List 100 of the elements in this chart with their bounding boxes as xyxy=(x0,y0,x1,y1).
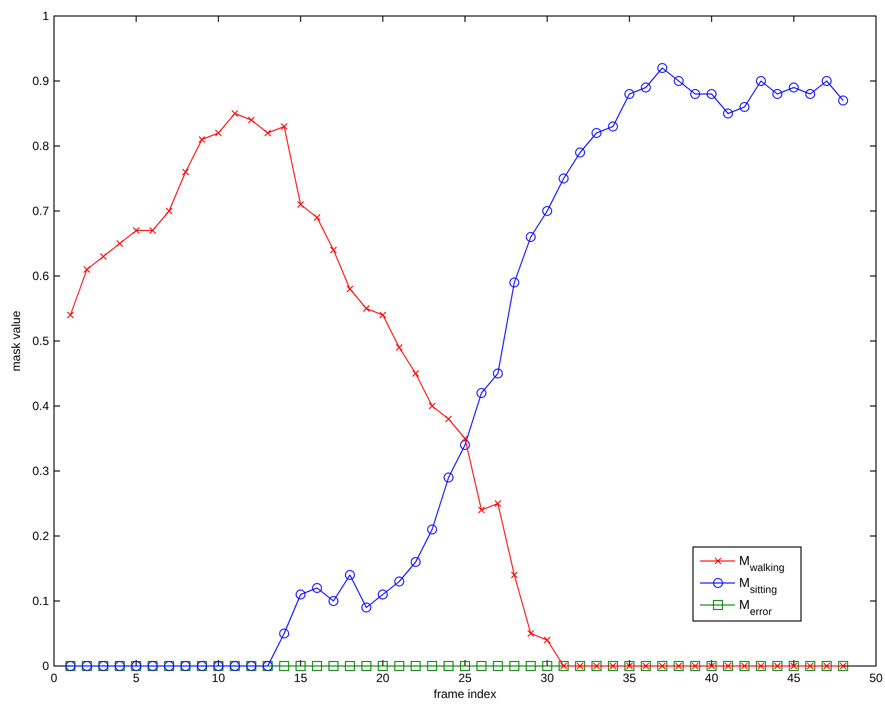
point xyxy=(838,96,848,106)
point xyxy=(510,572,518,578)
point xyxy=(379,312,386,318)
point xyxy=(279,628,290,638)
point xyxy=(544,636,551,644)
y-tick-label: 0.6 xyxy=(32,269,50,283)
point xyxy=(476,661,486,671)
point xyxy=(542,206,552,216)
point xyxy=(527,630,534,637)
point xyxy=(444,472,454,482)
point xyxy=(558,174,569,184)
point xyxy=(526,232,536,242)
point xyxy=(509,661,520,671)
point xyxy=(296,661,306,671)
point xyxy=(394,661,404,671)
point xyxy=(344,570,355,580)
point xyxy=(100,253,107,260)
x-tick-label: 45 xyxy=(787,671,801,685)
point xyxy=(542,661,552,671)
point xyxy=(280,123,288,130)
point xyxy=(231,110,238,117)
point xyxy=(330,246,337,254)
point xyxy=(706,89,717,99)
point xyxy=(509,278,520,288)
x-tick-label: 35 xyxy=(622,671,636,685)
point xyxy=(427,524,438,534)
legend-label: M$_{error}$ xyxy=(739,597,772,618)
y-tick-label: 0.2 xyxy=(32,529,50,543)
point xyxy=(822,76,832,86)
point xyxy=(182,168,190,176)
point xyxy=(690,89,700,99)
x-tick-label: 5 xyxy=(132,671,140,685)
point xyxy=(492,661,503,671)
y-tick-label: 0.4 xyxy=(32,399,50,413)
y-tick-label: 0.8 xyxy=(32,139,50,153)
x-tick-label: 40 xyxy=(704,671,719,685)
point xyxy=(264,130,272,136)
point xyxy=(410,557,421,567)
point xyxy=(478,506,485,514)
x-tick-label: 0 xyxy=(50,671,58,685)
x-axis-title: frame index xyxy=(434,687,496,701)
point xyxy=(788,82,799,92)
legend-label: M$_{walking}$ xyxy=(739,553,785,574)
point xyxy=(279,661,290,671)
point xyxy=(83,266,90,273)
point xyxy=(772,89,782,99)
point xyxy=(624,89,634,99)
point xyxy=(328,661,338,671)
point xyxy=(575,148,586,158)
point xyxy=(328,596,338,606)
point xyxy=(412,370,420,377)
point xyxy=(494,500,502,507)
point xyxy=(723,108,734,118)
point xyxy=(674,76,684,86)
point xyxy=(312,583,322,593)
point xyxy=(526,661,536,671)
x-tick-label: 30 xyxy=(540,671,554,685)
legend-label: M$_{sitting}$ xyxy=(739,575,778,596)
y-tick-label: 1 xyxy=(42,9,50,23)
point xyxy=(296,590,306,600)
point xyxy=(492,368,503,378)
y-tick-label: 0.3 xyxy=(32,464,50,478)
point xyxy=(460,440,470,450)
point xyxy=(378,661,388,671)
point xyxy=(444,661,454,671)
point xyxy=(378,590,388,600)
x-tick-label: 25 xyxy=(458,671,472,685)
point xyxy=(248,116,255,124)
point xyxy=(314,214,321,221)
y-tick-label: 0.9 xyxy=(32,74,50,88)
point xyxy=(739,102,750,112)
point xyxy=(640,82,651,92)
point xyxy=(149,227,156,234)
point xyxy=(805,89,816,99)
point xyxy=(344,661,355,671)
x-tick-label: 50 xyxy=(869,671,883,685)
point xyxy=(116,240,124,247)
point xyxy=(362,305,370,312)
y-tick-label: 0.5 xyxy=(32,334,50,348)
x-tick-label: 10 xyxy=(212,671,226,685)
point xyxy=(394,576,404,586)
point xyxy=(592,128,602,138)
point xyxy=(756,76,766,86)
point xyxy=(427,661,438,671)
point xyxy=(462,435,468,442)
point xyxy=(346,286,354,292)
x-tick-label: 15 xyxy=(294,671,308,685)
point xyxy=(460,661,470,671)
point xyxy=(166,208,173,214)
point xyxy=(410,661,421,671)
point xyxy=(312,661,322,671)
y-axis-title: mask value xyxy=(9,310,23,372)
point xyxy=(214,130,222,136)
point xyxy=(428,402,436,410)
point xyxy=(66,312,74,318)
point xyxy=(361,661,372,671)
x-tick-label: 20 xyxy=(376,671,390,685)
y-tick-label: 0.1 xyxy=(32,594,50,608)
point xyxy=(608,122,618,132)
point xyxy=(132,227,140,234)
